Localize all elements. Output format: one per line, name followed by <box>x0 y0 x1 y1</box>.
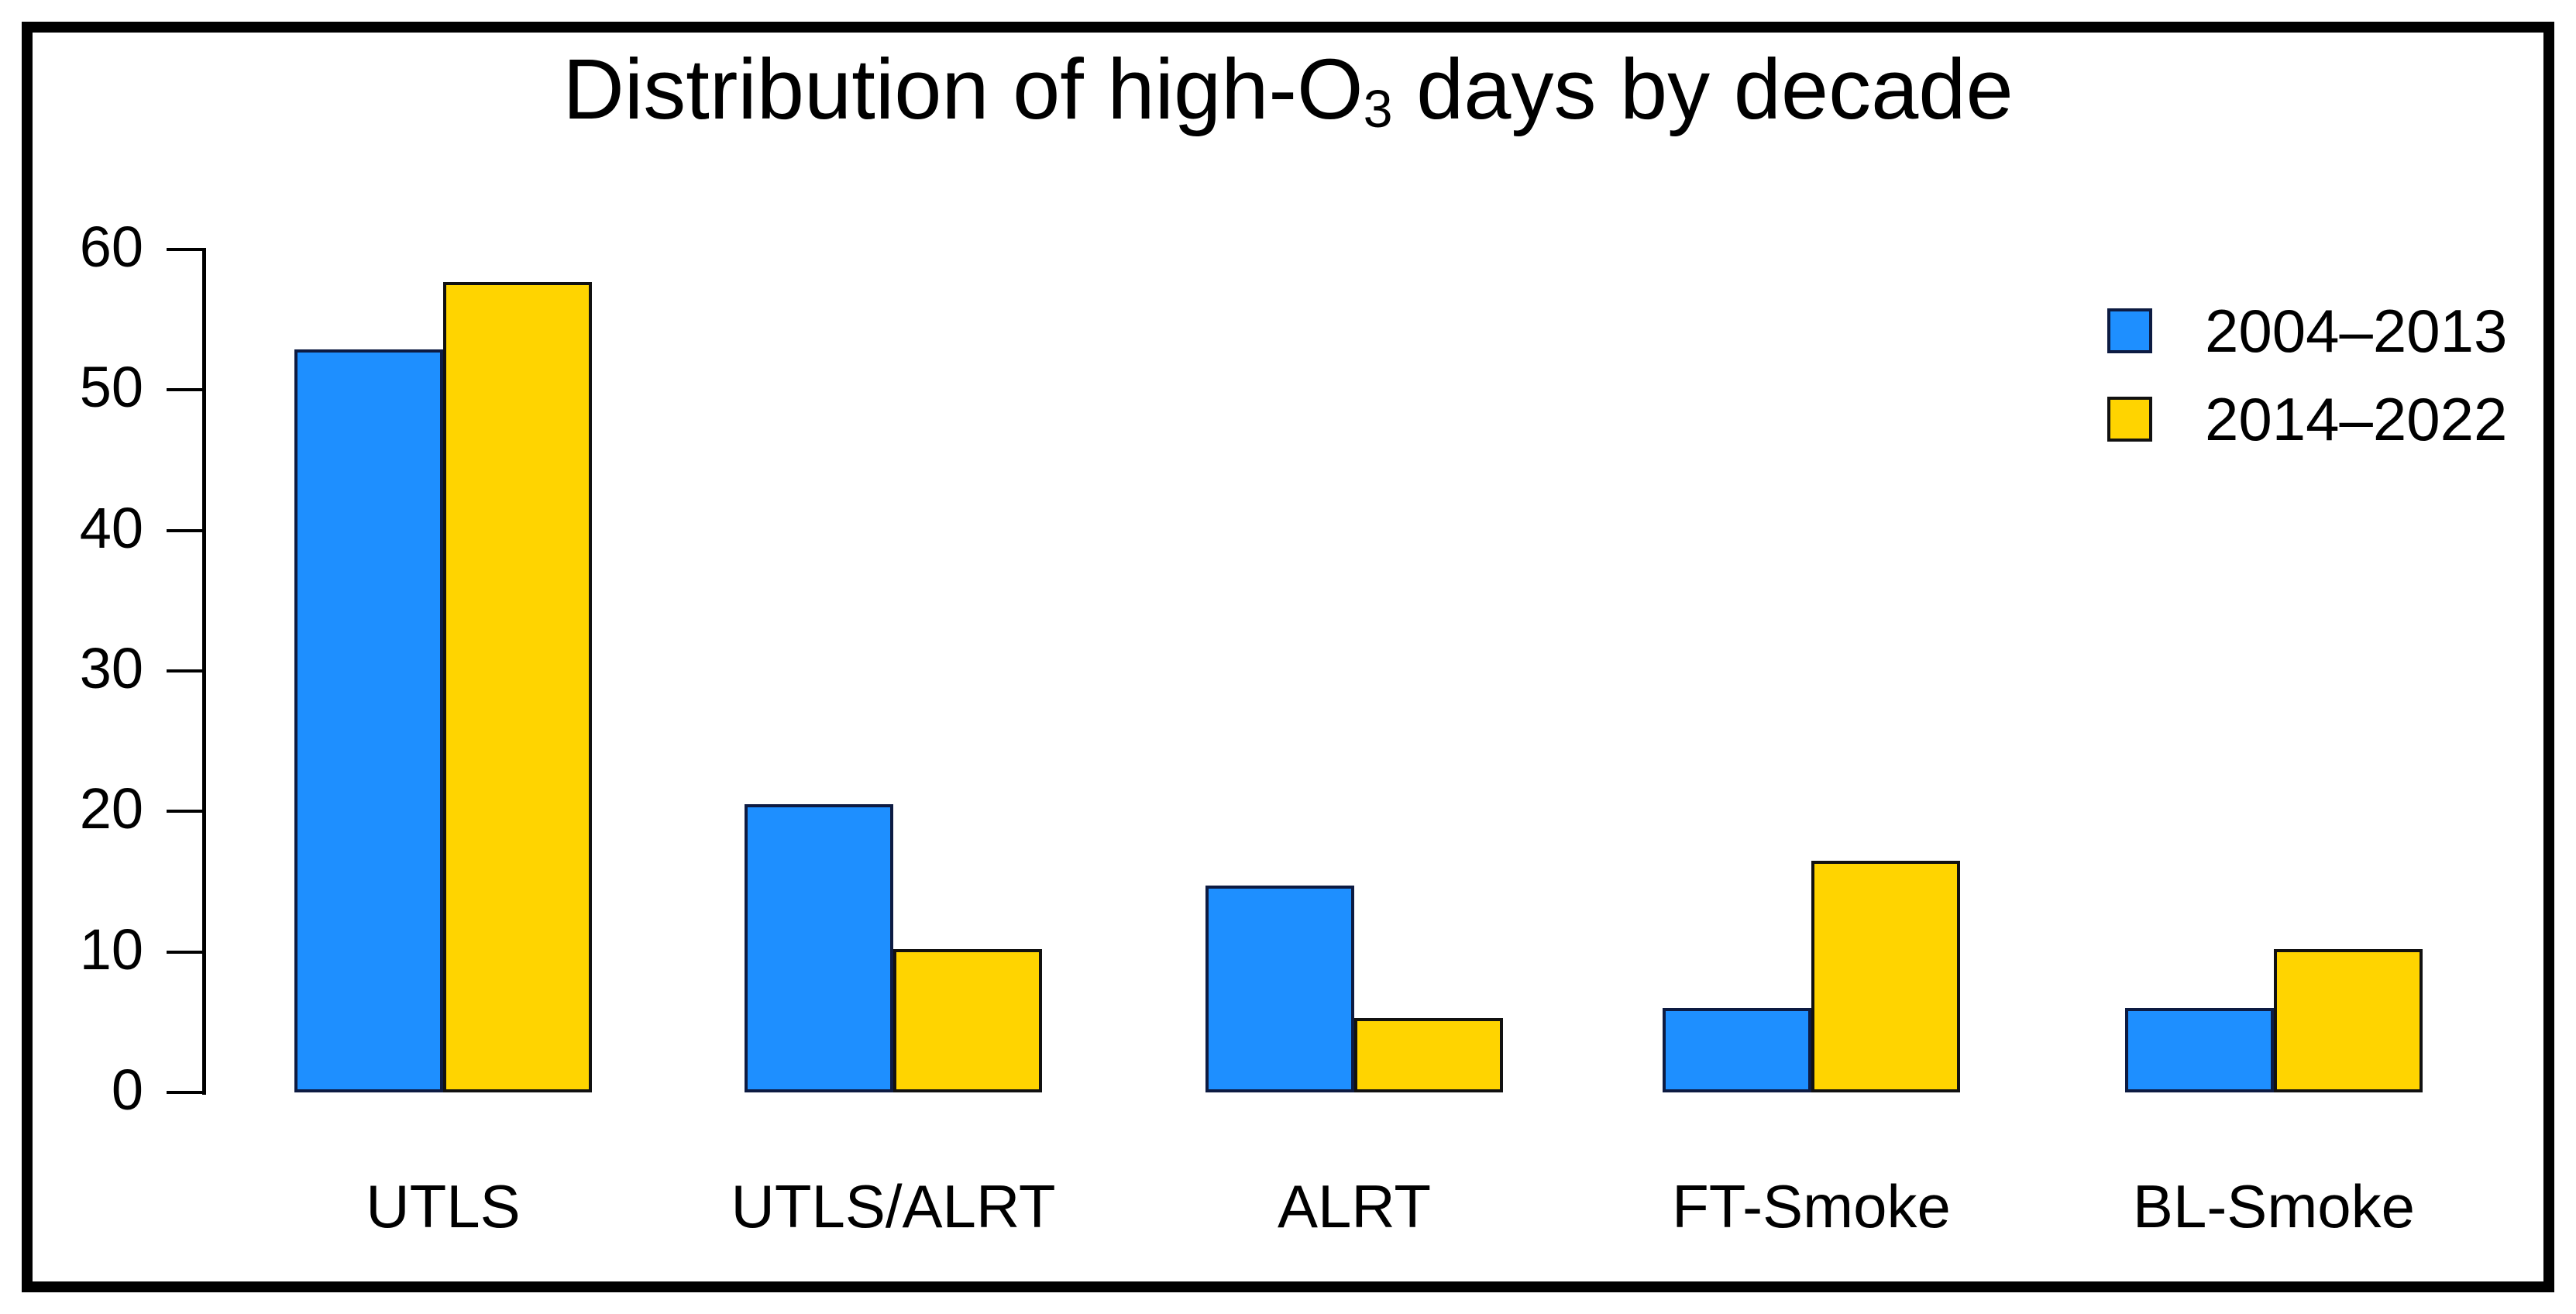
y-tick-mark-50 <box>167 388 202 392</box>
chart-title-prefix: Distribution of high-O <box>562 42 1364 137</box>
legend-swatch-2004-2013 <box>2107 308 2152 353</box>
y-tick-label-0: 0 <box>111 1058 143 1123</box>
legend-label-2014-2022: 2014–2022 <box>2205 385 2508 453</box>
x-axis-label-bl-smoke: BL-Smoke <box>2132 1172 2416 1240</box>
chart-outer-frame <box>22 22 2554 1292</box>
x-axis-label-utls-alrt: UTLS/ALRT <box>731 1172 1056 1240</box>
y-tick-label-10: 10 <box>79 917 143 982</box>
x-axis-label-alrt: ALRT <box>1278 1172 1431 1240</box>
bar-bl-smoke-2014-2022 <box>2274 949 2423 1092</box>
bar-utls-alrt-2004-2013 <box>745 804 893 1092</box>
bar-ft-smoke-2014-2022 <box>1811 860 1960 1092</box>
y-tick-label-60: 60 <box>79 215 143 280</box>
legend-item-2004-2013: 2004–2013 <box>2107 301 2507 361</box>
y-tick-mark-20 <box>167 810 202 814</box>
y-tick-mark-10 <box>167 950 202 954</box>
chart-title-suffix: days by decade <box>1392 42 2014 137</box>
legend-item-2014-2022: 2014–2022 <box>2107 389 2507 449</box>
y-tick-label-50: 50 <box>79 355 143 420</box>
legend-label-2004-2013: 2004–2013 <box>2205 297 2508 365</box>
chart-title-subscript: 3 <box>1363 79 1393 139</box>
y-tick-label-30: 30 <box>79 636 143 701</box>
y-tick-mark-40 <box>167 528 202 532</box>
y-tick-mark-30 <box>167 669 202 672</box>
y-tick-label-20: 20 <box>79 776 143 841</box>
bar-utls-2004-2013 <box>294 349 443 1092</box>
y-axis-line <box>202 248 206 1095</box>
bar-utls-2014-2022 <box>443 281 592 1092</box>
bar-alrt-2014-2022 <box>1354 1017 1503 1092</box>
x-axis-label-ft-smoke: FT-Smoke <box>1672 1172 1951 1240</box>
bar-bl-smoke-2004-2013 <box>2125 1008 2274 1092</box>
bar-ft-smoke-2004-2013 <box>1663 1008 1811 1092</box>
chart-title: Distribution of high-O3 days by decade <box>0 40 2576 139</box>
bar-alrt-2004-2013 <box>1205 886 1354 1092</box>
bar-utls-alrt-2014-2022 <box>893 949 1042 1092</box>
x-axis-label-utls: UTLS <box>366 1172 521 1240</box>
y-tick-mark-0 <box>167 1091 202 1094</box>
y-tick-mark-60 <box>167 248 202 251</box>
legend-swatch-2014-2022 <box>2107 397 2152 442</box>
y-tick-label-40: 40 <box>79 495 143 560</box>
chart-legend: 2004–2013 2014–2022 <box>2107 301 2507 449</box>
